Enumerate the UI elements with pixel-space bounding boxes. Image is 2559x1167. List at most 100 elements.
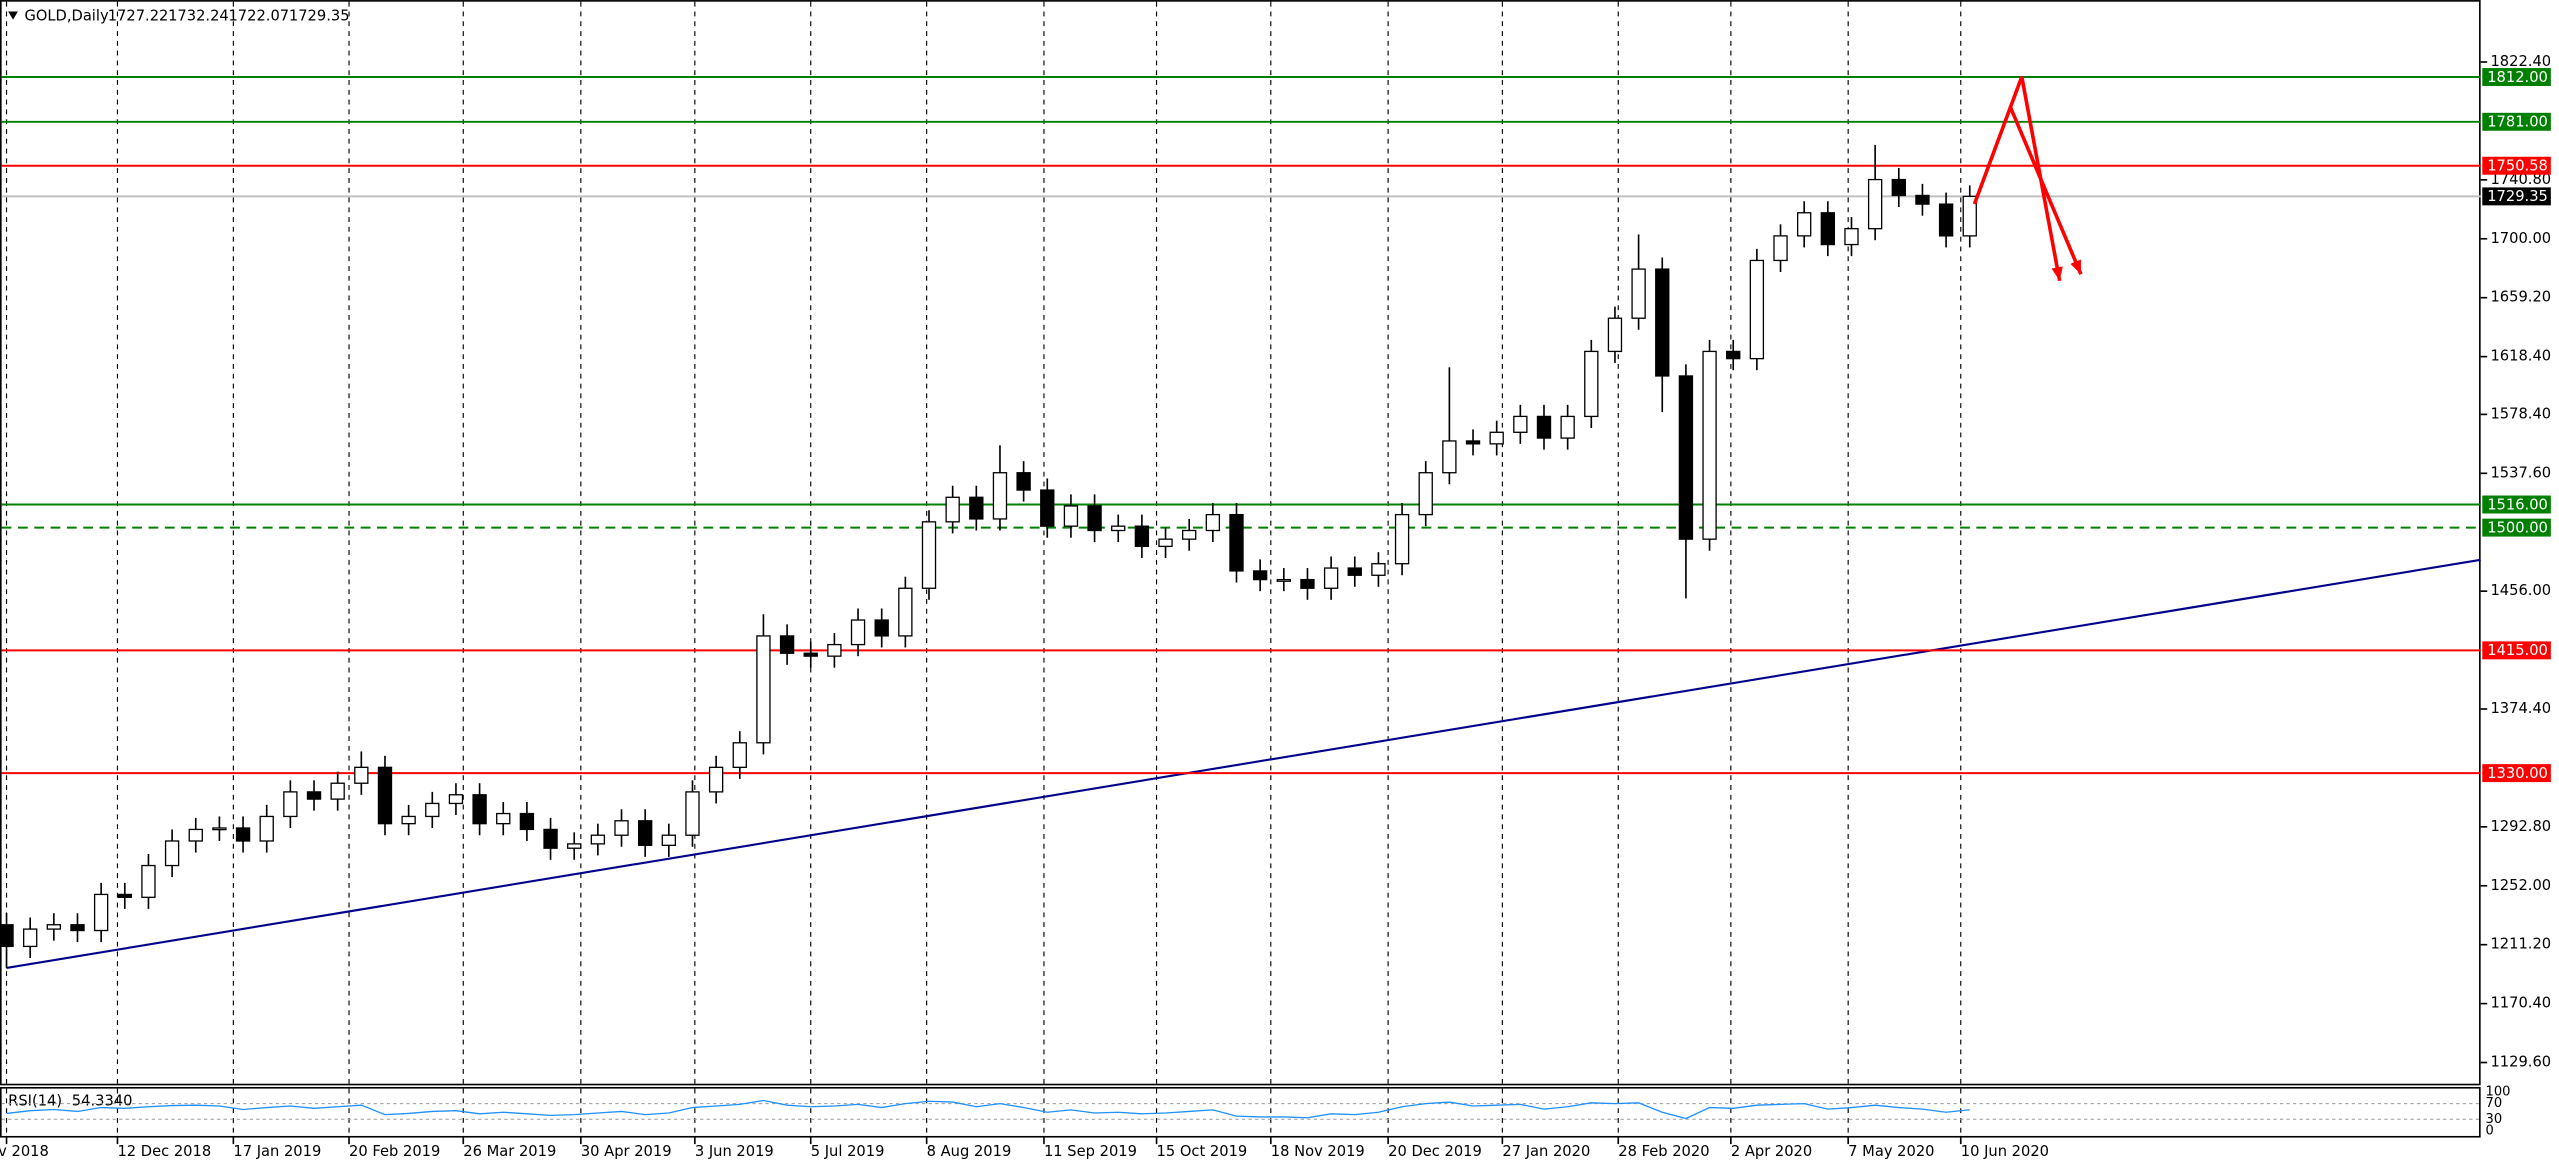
candle-body [1702, 350, 1717, 540]
x-tick-label: 10 Jun 2020 [1961, 1143, 2049, 1160]
candle-body [306, 791, 322, 800]
candle-body [1182, 529, 1197, 540]
arrow-line [2008, 105, 2083, 275]
level-tag [2482, 112, 2551, 131]
y-tick-label: 1740.80 [2490, 171, 2551, 188]
candle-body [1040, 489, 1055, 527]
x-tick-label: 17 Jan 2019 [233, 1143, 321, 1160]
level-tag [2482, 518, 2551, 537]
candle-body [425, 802, 440, 818]
candle-body [188, 828, 203, 842]
candle-body [1607, 317, 1623, 353]
candle-body [614, 820, 629, 836]
candle-body [93, 893, 109, 932]
level-tag [2482, 187, 2551, 206]
x-tick-label: 5 Jul 2019 [811, 1143, 885, 1160]
candle-body [1773, 235, 1788, 262]
x-tick-label: 28 Feb 2020 [1618, 1143, 1709, 1160]
candle-body [1347, 567, 1362, 576]
rsi-name: RSI(14) [8, 1093, 62, 1110]
y-tick-label: 1374.40 [2490, 700, 2551, 717]
candle-body [164, 840, 180, 867]
candle-body [330, 782, 345, 800]
x-tick-label: 15 Oct 2019 [1157, 1143, 1248, 1160]
x-tick-label: 8 Nov 2018 [0, 1143, 49, 1160]
candle-body [1749, 259, 1765, 360]
candle-body [898, 587, 913, 637]
menu-icon[interactable] [8, 11, 18, 20]
trendline [6, 558, 2481, 969]
candle-body [637, 820, 653, 846]
candle-body [1513, 415, 1528, 433]
level-label: 1516.00 [2487, 496, 2548, 513]
x-tick-label: 11 Sep 2019 [1044, 1143, 1137, 1160]
candle-body [1016, 472, 1031, 491]
candle-body [850, 619, 866, 646]
candle-body [0, 924, 14, 948]
candle-body [708, 766, 724, 793]
candle-body [23, 928, 38, 948]
level-tag [2482, 641, 2551, 660]
x-tick-label: 27 Jan 2020 [1502, 1143, 1590, 1160]
rsi-tick-label: 100 [2486, 1084, 2511, 1099]
x-tick-label: 12 Dec 2018 [117, 1143, 211, 1160]
x-tick-label: 20 Dec 2019 [1388, 1143, 1482, 1160]
y-tick-label: 1170.40 [2490, 995, 2551, 1012]
y-tick-label: 1129.60 [2490, 1054, 2551, 1071]
level-label: 1330.00 [2487, 765, 2548, 782]
level-tag [2482, 764, 2551, 783]
candle-body [685, 791, 700, 836]
x-tick-label: 3 Jun 2019 [695, 1143, 774, 1160]
candle-body [519, 812, 535, 831]
candle-body [827, 643, 842, 657]
candle-body [235, 827, 251, 842]
candle-body [1252, 570, 1268, 581]
candle-body [1205, 513, 1221, 532]
candle-body [1726, 350, 1741, 360]
candle-body [969, 496, 984, 520]
candle-body [1631, 268, 1646, 319]
level-label: 1750.58 [2487, 158, 2548, 175]
candle-body [543, 828, 558, 849]
candle-body [1867, 178, 1883, 230]
y-tick-label: 1292.80 [2490, 818, 2551, 835]
candle-body [1678, 375, 1694, 540]
x-tick-label: 26 Mar 2019 [463, 1143, 556, 1160]
candle-body [212, 827, 227, 831]
y-tick-label: 1700.00 [2490, 230, 2551, 247]
candle-body [945, 496, 960, 523]
candle-body [1796, 212, 1812, 237]
ohlc-high: 1732.24 [168, 7, 229, 24]
chart-title: GOLD,Daily [24, 7, 108, 24]
candle-body [1891, 178, 1906, 197]
candle-body [1536, 415, 1552, 439]
candle-body [141, 864, 156, 898]
candle-body [1655, 268, 1670, 377]
candle-body [1820, 212, 1836, 246]
candle-body [496, 812, 511, 825]
level-label: 1415.00 [2487, 642, 2548, 659]
candle-body [1276, 578, 1291, 582]
rsi-tick-label: 30 [2486, 1112, 2503, 1127]
candle-body [448, 794, 464, 805]
level-tag [2482, 495, 2551, 514]
candle-body [1465, 440, 1481, 445]
level-label: 1781.00 [2487, 114, 2548, 131]
candle-body [1489, 431, 1504, 445]
candle-body [1938, 203, 1954, 237]
candle-body [1371, 563, 1386, 576]
candle-body [1134, 525, 1150, 548]
y-tick-label: 1618.40 [2490, 348, 2551, 365]
candle-body [472, 794, 487, 825]
candle-body [117, 893, 132, 898]
candle-body [1418, 472, 1433, 516]
candle-body [1394, 513, 1410, 565]
rsi-panel [0, 1086, 2481, 1138]
rsi-tick-label: 70 [2486, 1096, 2503, 1111]
candle-body [283, 791, 298, 818]
level-label: 1812.00 [2487, 69, 2548, 86]
candle-body [354, 766, 369, 784]
candle-body [46, 924, 62, 930]
